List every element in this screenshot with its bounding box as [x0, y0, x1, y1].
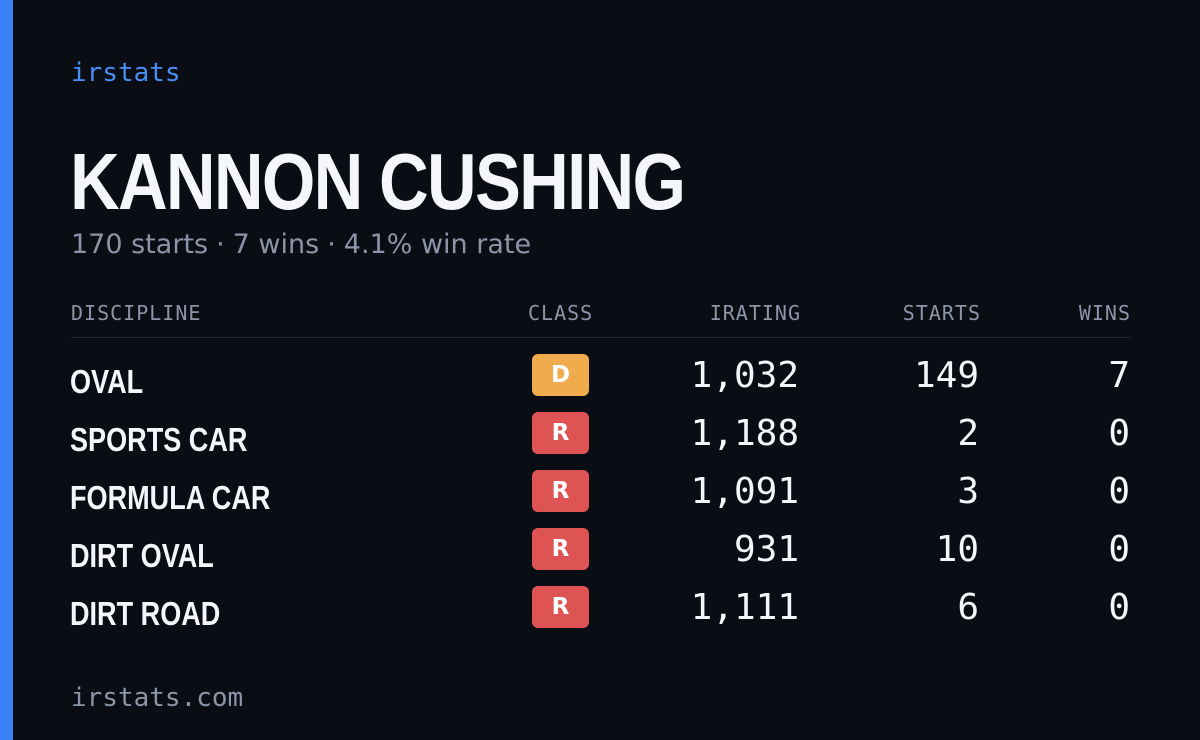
starts-value: 3	[957, 471, 979, 512]
wins-value: 0	[1108, 529, 1130, 570]
starts-value: 10	[935, 529, 979, 570]
player-name: KANNON CUSHING	[70, 137, 686, 226]
header-discipline: DISCIPLINE	[71, 301, 202, 325]
discipline-label: FORMULA CAR	[70, 479, 271, 516]
wins-value: 0	[1108, 413, 1130, 454]
wins-value: 0	[1108, 587, 1130, 628]
class-badge: R	[532, 470, 589, 512]
discipline-label: DIRT OVAL	[70, 537, 214, 574]
accent-bar	[0, 0, 13, 740]
starts-value: 6	[957, 587, 979, 628]
starts-value: 149	[913, 355, 979, 396]
irating-value: 1,188	[690, 413, 799, 454]
header-divider	[71, 337, 1131, 338]
irating-value: 1,032	[690, 355, 799, 396]
discipline-label: OVAL	[70, 363, 144, 400]
discipline-label: SPORTS CAR	[70, 421, 248, 458]
irating-value: 931	[733, 529, 799, 570]
table-row: SPORTS CAR R 1,188 2 0	[0, 412, 1200, 470]
win-rate: 4.1% win rate	[343, 229, 532, 260]
starts-value: 2	[957, 413, 979, 454]
header-wins: WINS	[1078, 301, 1131, 325]
table-row: OVAL D 1,032 149 7	[0, 354, 1200, 412]
wins-value: 0	[1108, 471, 1130, 512]
class-badge: R	[532, 528, 589, 570]
player-summary: 170 starts · 7 wins · 4.1% win rate	[71, 228, 531, 262]
header-irating: IRATING	[709, 301, 801, 325]
header-starts: STARTS	[902, 301, 981, 325]
class-badge: R	[532, 412, 589, 454]
table-row: FORMULA CAR R 1,091 3 0	[0, 470, 1200, 528]
class-badge: D	[532, 354, 589, 396]
table-row: DIRT OVAL R 931 10 0	[0, 528, 1200, 586]
separator: ·	[216, 229, 225, 260]
irating-value: 1,091	[690, 471, 799, 512]
starts-total: 170 starts	[71, 229, 209, 260]
discipline-label: DIRT ROAD	[70, 595, 221, 632]
table-row: DIRT ROAD R 1,111 6 0	[0, 586, 1200, 644]
wins-value: 7	[1108, 355, 1130, 396]
separator: ·	[327, 229, 336, 260]
irating-value: 1,111	[690, 587, 799, 628]
class-badge: R	[532, 586, 589, 628]
footer-url: irstats.com	[71, 683, 244, 713]
header-class: CLASS	[528, 301, 594, 325]
brand-logo: irstats	[71, 58, 181, 88]
wins-total: 7 wins	[232, 229, 320, 260]
